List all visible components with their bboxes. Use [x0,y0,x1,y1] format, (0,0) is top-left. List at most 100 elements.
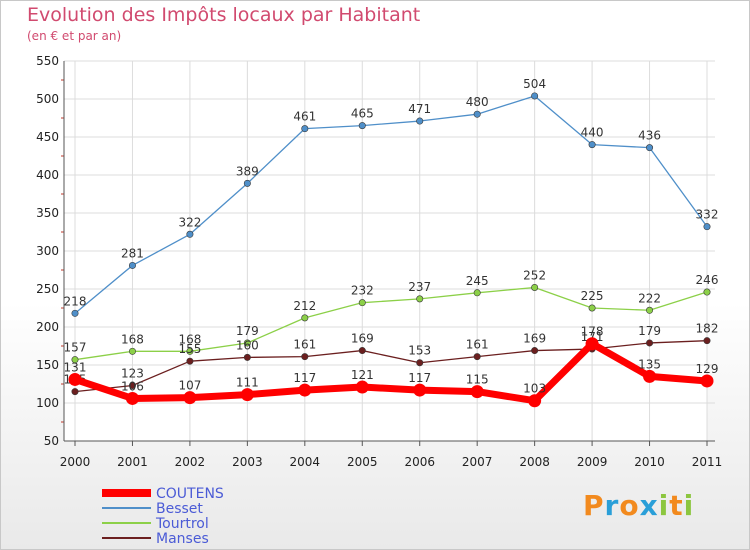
data-point-coutens [528,394,542,408]
logo-letter: P [583,489,605,522]
legend-label-besset: Besset [156,501,203,517]
x-tick-label: 2002 [175,455,206,469]
legend-label-manses: Manses [156,531,209,547]
data-point-coutens [700,374,714,388]
data-point-manses [71,388,79,396]
data-point-coutens [585,337,599,351]
data-point-tourtrol [646,306,654,314]
series-line-besset [74,95,708,314]
x-tick-label: 2010 [634,455,665,469]
logo-letter: i [683,489,695,522]
data-label-besset: 471 [408,102,431,116]
data-label-tourtrol: 225 [581,289,604,303]
data-label-coutens: 103 [523,382,546,396]
data-point-besset [358,122,366,130]
legend-label-coutens: COUTENS [156,486,224,502]
data-point-manses [416,359,424,367]
data-point-besset [703,223,711,231]
data-label-manses: 155 [178,342,201,356]
data-label-coutens: 107 [178,379,201,393]
data-point-manses [301,353,309,361]
data-label-manses: 179 [638,324,661,338]
data-point-besset [646,144,654,152]
data-label-manses: 160 [236,338,259,352]
data-point-besset [301,125,309,133]
data-label-coutens: 131 [64,360,87,374]
data-point-coutens [643,369,657,383]
x-tick-label: 2008 [519,455,550,469]
data-label-besset: 218 [64,294,87,308]
data-label-besset: 332 [696,208,719,222]
data-label-manses: 169 [523,332,546,346]
x-tick-label: 2001 [117,455,148,469]
data-label-coutens: 178 [581,325,604,339]
data-label-tourtrol: 212 [293,299,316,313]
x-tick-label: 2004 [290,455,321,469]
data-point-coutens [125,391,139,405]
data-point-coutens [240,388,254,402]
y-tick-label: 100 [36,396,59,410]
data-label-coutens: 117 [408,371,431,385]
data-label-tourtrol: 237 [408,280,431,294]
data-label-tourtrol: 252 [523,268,546,282]
data-point-tourtrol [416,295,424,303]
data-point-besset [243,179,251,187]
y-tick-label: 550 [36,54,59,68]
y-tick-label: 450 [36,130,59,144]
data-point-tourtrol [588,304,596,312]
data-label-besset: 389 [236,164,259,178]
data-label-manses: 182 [696,322,719,336]
data-label-manses: 171 [581,330,604,344]
data-label-tourtrol: 168 [178,332,201,346]
data-point-besset [416,117,424,125]
x-tick-label: 2000 [60,455,91,469]
data-point-besset [186,230,194,238]
data-point-besset [473,110,481,118]
data-label-coutens: 111 [236,376,259,390]
data-label-tourtrol: 157 [64,341,87,355]
logo-letter: x [639,489,659,522]
data-label-tourtrol: 168 [121,332,144,346]
data-point-tourtrol [186,347,194,355]
data-label-besset: 281 [121,246,144,260]
data-label-tourtrol: 232 [351,284,374,298]
data-point-tourtrol [71,356,79,364]
proxiti-logo: Proxiti [583,489,694,522]
data-label-tourtrol: 222 [638,291,661,305]
data-label-manses: 169 [351,332,374,346]
data-label-coutens: 121 [351,368,374,382]
chart-title: Evolution des Impôts locaux par Habitant [27,4,421,26]
data-label-tourtrol: 179 [236,324,259,338]
data-point-tourtrol [531,283,539,291]
y-tick-label: 50 [44,434,59,448]
data-point-coutens [183,391,197,405]
series-line-coutens [73,340,708,405]
series-line-tourtrol [74,286,708,361]
data-label-manses: 161 [293,338,316,352]
data-point-tourtrol [358,299,366,307]
data-label-besset: 436 [638,129,661,143]
data-label-besset: 480 [466,95,489,109]
data-point-manses [531,347,539,355]
data-point-tourtrol [243,339,251,347]
data-point-coutens [68,372,82,386]
data-label-tourtrol: 246 [696,273,719,287]
data-label-manses: 153 [408,344,431,358]
y-tick-label: 500 [36,92,59,106]
data-label-besset: 440 [581,126,604,140]
y-tick-label: 200 [36,320,59,334]
data-point-tourtrol [128,347,136,355]
data-point-coutens [413,383,427,397]
x-tick-label: 2006 [404,455,435,469]
data-point-coutens [470,385,484,399]
data-label-coutens: 117 [293,371,316,385]
data-label-besset: 504 [523,77,546,91]
logo-letter: r [604,489,620,522]
x-tick-label: 2009 [577,455,608,469]
y-tick-label: 150 [36,358,59,372]
data-point-besset [531,92,539,100]
y-tick-label: 350 [36,206,59,220]
data-label-besset: 322 [178,215,201,229]
legend-label-tourtrol: Tourtrol [155,516,209,532]
